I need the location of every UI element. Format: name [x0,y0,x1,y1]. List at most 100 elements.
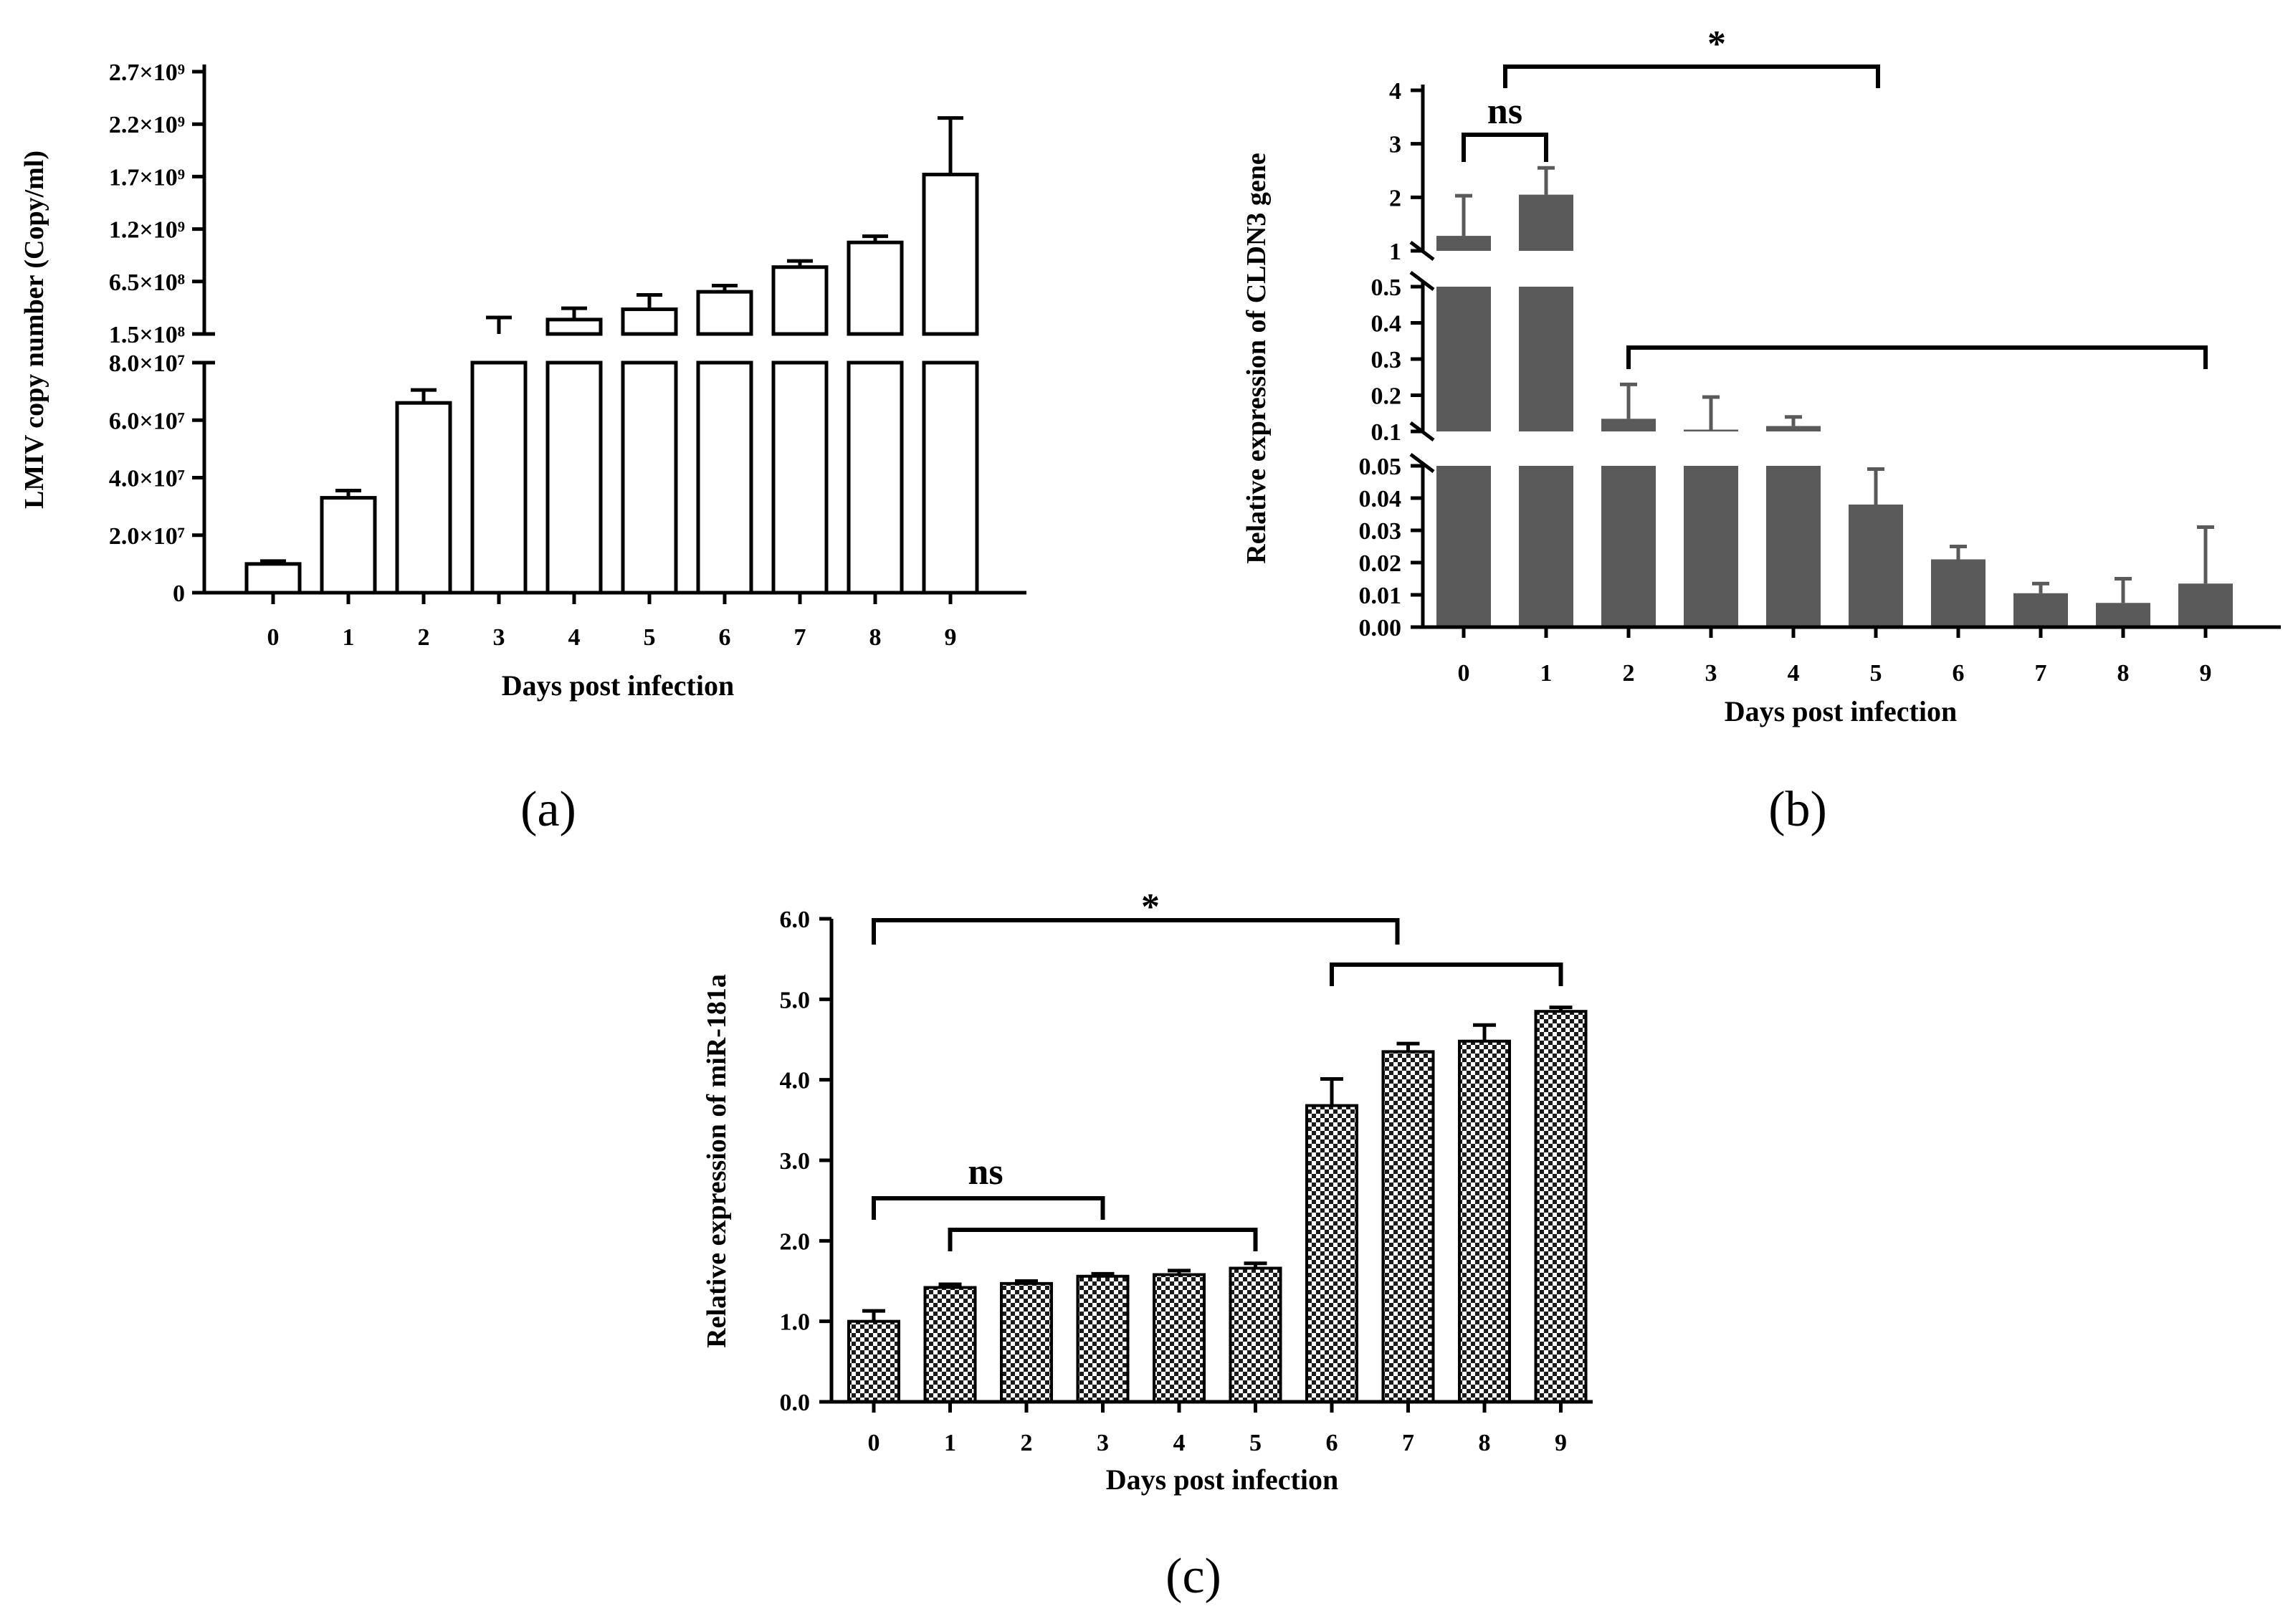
chart-a-x-tick-label-6: 6 [719,624,731,651]
chart-c-x-tick-label-8: 8 [1479,1430,1491,1456]
chart-a-x-label: Days post infection [502,669,734,702]
chart-b-x-tick-label-3: 3 [1705,660,1717,687]
chart-a-y-tick-label: 2.7×10⁹ [109,59,185,86]
chart-b-x-tick-label-8: 8 [2117,660,2130,687]
chart-c-bar-5 [1229,1266,1282,1403]
chart-b-x-tick-label-0: 0 [1458,660,1470,687]
chart-a-bar-5-upper [621,307,678,336]
chart-a-y-tick-label: 1.2×10⁹ [109,217,185,244]
chart-b-bar-1-part3 [1519,194,1573,251]
chart-a-x-tick-label-9: 9 [945,624,957,651]
chart-b: 0.00 0.01 0.02 0.03 0.04 0.05 0.1 0.2 0.3 0.4 0.5 1… [1241,24,2281,837]
chart-c-x-tick-label-9: 9 [1555,1430,1567,1456]
chart-c-x-tick-label-2: 2 [1021,1430,1033,1456]
chart-b-annotations: ns * [1462,24,2208,369]
chart-a-x-ticks: 0 1 2 3 4 5 6 7 8 9 [267,593,957,651]
chart-c-bracket-1-5 [948,1228,1258,1251]
chart-c-annotation-ns: ns [968,1152,1003,1193]
chart-a-bar-9 [922,360,979,595]
chart-a-y-tick-label: 4.0×10⁷ [109,466,185,492]
chart-b-y-tick-label: 0.5 [1371,274,1402,301]
chart-b-y-tick-label: 0.02 [1359,550,1402,577]
chart-a-bar-8-upper [847,240,904,336]
chart-b-y-tick-label: 2 [1389,185,1401,211]
chart-b-annotation-star: * [1707,24,1726,65]
chart-a-y-tick-label: 0 [173,581,185,607]
chart-c-bar-8 [1458,1039,1511,1404]
chart-b-y-tick-label: 0.03 [1359,518,1402,545]
chart-b-bar-0-part3 [1436,236,1491,251]
chart-b-annotation-ns: ns [1487,91,1522,132]
chart-a-bar-4-upper [545,317,603,336]
chart-c-bar-2 [1000,1281,1053,1403]
chart-c-bar-4 [1153,1273,1206,1403]
chart-b-y-label: Relative expression of CLDN3 gene [1241,153,1272,563]
chart-b-x-tick-label-7: 7 [2035,660,2047,687]
chart-c-x-tick-label-1: 1 [944,1430,956,1456]
chart-a-y-tick-label: 2.2×10⁹ [109,112,185,138]
chart-b-y-tick-label: 0.01 [1359,583,1402,609]
chart-a-y-tick-label: 6.0×10⁷ [109,408,185,434]
chart-a-y-label: LMIV copy number (Copy/ml) [19,151,49,509]
chart-b-bar-3 [1684,466,1738,627]
chart-b-y-tick-label: 4 [1389,78,1401,105]
chart-c-bracket-0-3 [872,1196,1105,1220]
chart-c-bar-1 [923,1286,977,1404]
chart-b-bar-4-part2 [1766,426,1821,431]
chart-c-x-label: Days post infection [1106,1463,1338,1496]
chart-a-y-tick-label: 2.0×10⁷ [109,523,185,550]
chart-c-y-tick-label: 4.0 [780,1068,811,1094]
chart-c-annotation-star: * [1141,887,1160,927]
chart-a-x-tick-label-8: 8 [869,624,882,651]
chart-b-bar-4 [1766,466,1821,627]
chart-c-y-tick-label: 6.0 [780,907,811,933]
chart-b-bar-3-part2 [1684,429,1738,431]
chart-b-bar-9 [2178,583,2233,627]
chart-c-y-tick-label: 0.0 [780,1390,811,1416]
chart-a-bar-0 [244,562,302,595]
chart-b-bar-2 [1601,466,1656,627]
chart-c: 0.0 1.0 2.0 3.0 4.0 5.0 6.0 0 1 2 3 4 5 6 7 8 9 * ns Day… [702,887,1593,1604]
chart-c-x-tick-label-0: 0 [868,1430,880,1456]
chart-b-bar-8 [2096,603,2150,627]
chart-a-y-tick-label: 8.0×10⁷ [109,350,185,377]
chart-a-bar-5 [621,360,678,595]
chart-b-x-tick-label-2: 2 [1623,660,1635,687]
chart-a-x-tick-label-3: 3 [493,624,505,651]
chart-a-x-tick-label-2: 2 [418,624,430,651]
chart-b-bar-7 [2013,593,2068,627]
chart-b-bar-5 [1849,505,1903,627]
chart-b-y-tick-label: 1 [1389,239,1401,265]
chart-c-bar-7 [1381,1050,1435,1403]
chart-b-y-tick-label: 0.1 [1371,419,1402,446]
chart-c-bracket-0-7 [872,918,1400,945]
chart-a-x-tick-label-4: 4 [568,624,581,651]
chart-c-bar-9 [1534,1010,1588,1403]
chart-b-bracket-2-9 [1626,345,2208,369]
chart-a-bar-6-upper [696,290,753,336]
chart-c-y-tick-label: 5.0 [780,987,811,1013]
chart-c-panel-label: (c) [1165,1549,1221,1604]
chart-c-x-tick-label-7: 7 [1402,1430,1414,1456]
chart-b-axis-break-1b [1409,271,1435,291]
chart-c-bar-3 [1076,1274,1130,1404]
chart-b-y-tick-label: 0.3 [1371,347,1402,373]
chart-c-y-tick-label: 1.0 [780,1309,811,1336]
chart-c-bar-6 [1305,1104,1358,1403]
chart-b-y-tick-label: 0.00 [1359,615,1402,641]
chart-b-x-tick-label-4: 4 [1788,660,1800,687]
chart-b-y-tick-label: 0.05 [1359,454,1402,480]
chart-c-y-ticks: 0.0 1.0 2.0 3.0 4.0 5.0 6.0 [780,907,831,1416]
chart-b-y-tick-label: 0.04 [1359,486,1402,512]
chart-c-x-tick-label-4: 4 [1173,1430,1186,1456]
chart-b-bar-1-part2 [1519,287,1573,431]
chart-a-x-tick-label-1: 1 [343,624,355,651]
chart-b-y-tick-label: 0.2 [1371,383,1402,410]
chart-b-bar-0 [1436,466,1491,627]
chart-c-x-tick-label-3: 3 [1097,1430,1109,1456]
chart-a-x-tick-label-7: 7 [794,624,806,651]
chart-c-x-ticks: 0 1 2 3 4 5 6 7 8 9 [868,1402,1567,1456]
chart-b-axes [1409,85,2281,629]
